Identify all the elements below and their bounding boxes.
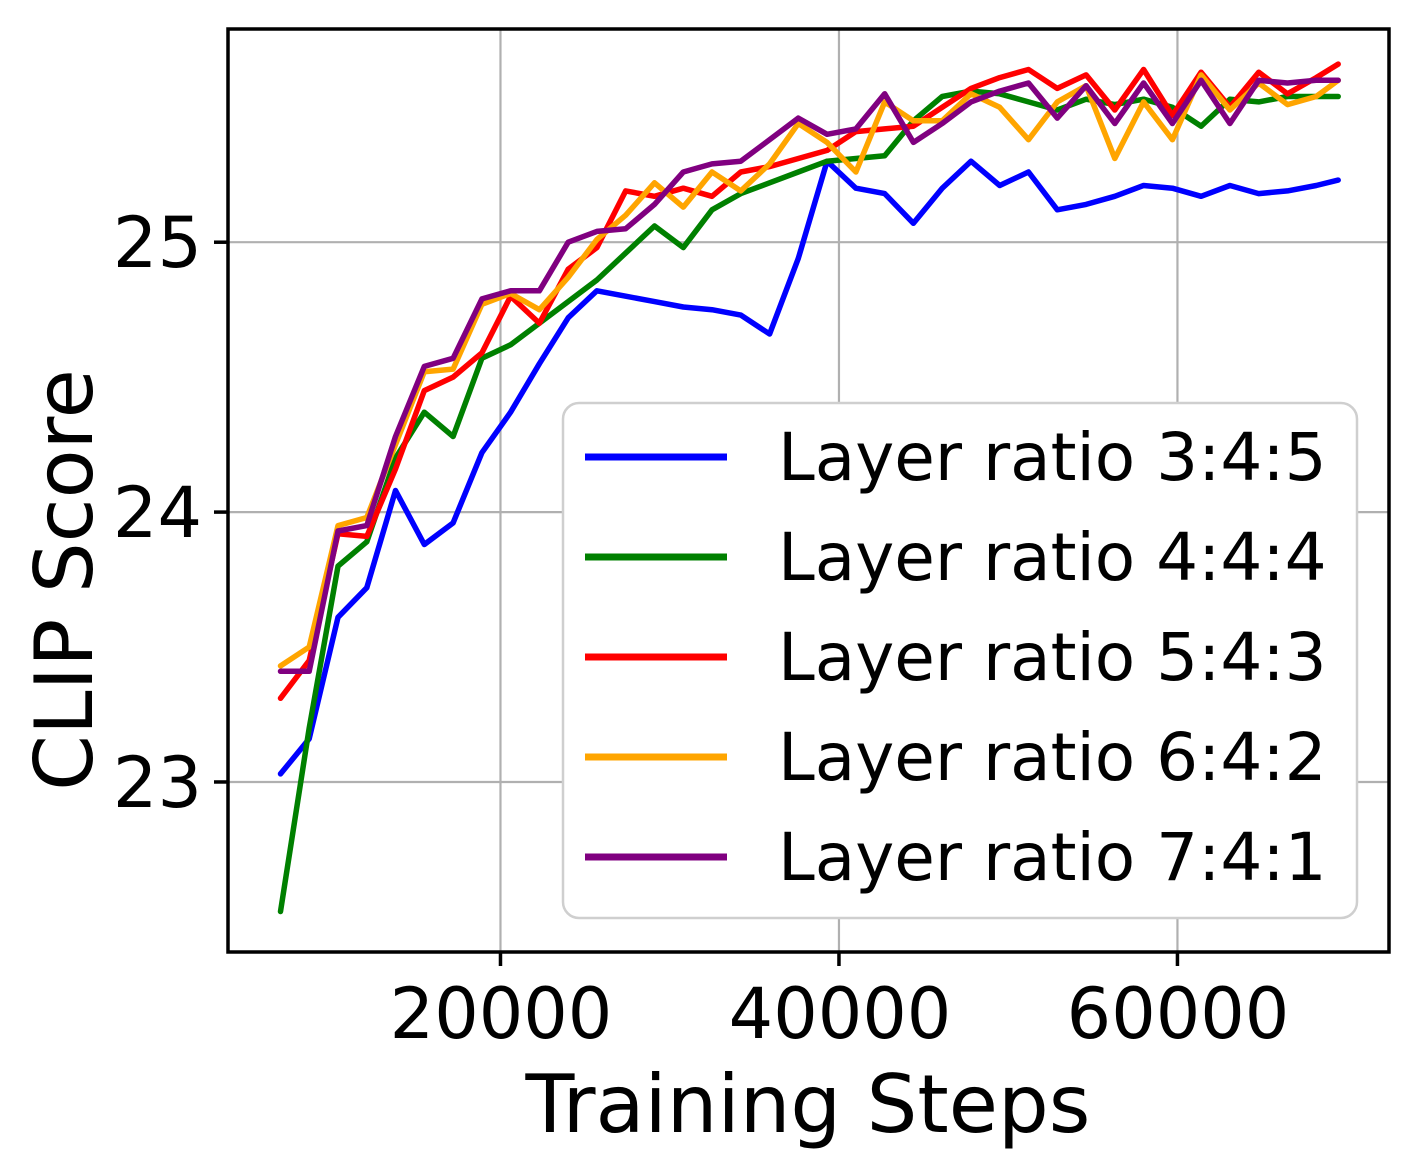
x-axis-label: Training Steps bbox=[525, 1058, 1091, 1151]
legend-item-ratio-543: Layer ratio 5:4:3 bbox=[585, 619, 1327, 696]
y-tick-label-25: 25 bbox=[113, 202, 202, 284]
y-axis-label: CLIP Score bbox=[18, 369, 111, 791]
series-line-2 bbox=[277, 61, 1341, 702]
x-tick-label-40000: 40000 bbox=[729, 973, 952, 1055]
x-tick-labels: 20000 40000 60000 bbox=[390, 973, 1290, 1055]
legend-box bbox=[561, 401, 1359, 920]
legend-item-ratio-642: Layer ratio 6:4:2 bbox=[585, 719, 1327, 796]
y-tick-label-24: 24 bbox=[113, 472, 202, 554]
legend-item-ratio-444: Layer ratio 4:4:4 bbox=[585, 519, 1327, 596]
tick-marks bbox=[214, 240, 1180, 966]
legend: Layer ratio 3:4:5 Layer ratio 4:4:4 Laye… bbox=[561, 401, 1359, 920]
series-line-3 bbox=[277, 72, 1341, 669]
x-tick-label-20000: 20000 bbox=[390, 973, 613, 1055]
series-line-4 bbox=[277, 77, 1341, 675]
series-lines bbox=[277, 61, 1341, 915]
legend-label-ratio-345: Layer ratio 3:4:5 bbox=[778, 419, 1327, 496]
series-line-0 bbox=[277, 158, 1341, 777]
legend-item-ratio-741: Layer ratio 7:4:1 bbox=[585, 819, 1327, 896]
legend-label-ratio-543: Layer ratio 5:4:3 bbox=[778, 619, 1327, 696]
x-tick-label-60000: 60000 bbox=[1067, 973, 1290, 1055]
legend-label-ratio-642: Layer ratio 6:4:2 bbox=[778, 719, 1327, 796]
legend-label-ratio-741: Layer ratio 7:4:1 bbox=[778, 819, 1327, 896]
y-tick-labels: 23 24 25 bbox=[113, 202, 202, 824]
plot-border bbox=[226, 27, 1391, 954]
legend-item-ratio-345: Layer ratio 3:4:5 bbox=[585, 419, 1327, 496]
legend-label-ratio-444: Layer ratio 4:4:4 bbox=[778, 519, 1327, 596]
y-tick-label-23: 23 bbox=[113, 742, 202, 824]
